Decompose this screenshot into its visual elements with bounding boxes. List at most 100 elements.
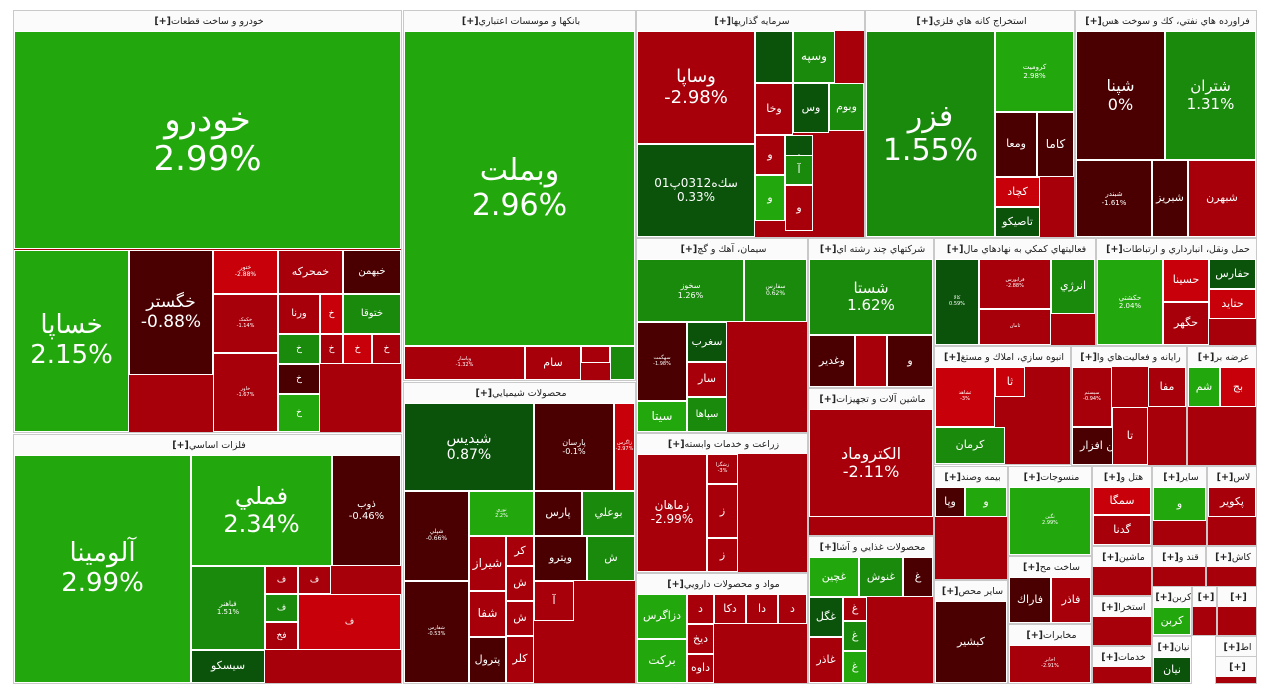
stock-tile-و[interactable]: و [887,335,933,387]
expand-button[interactable]: [+] [1023,471,1041,483]
stock-tile-شپنا[interactable]: شپنا 0% [1076,31,1165,160]
stock-tile-حسينا[interactable]: حسينا [1163,259,1209,302]
stock-tile-ف[interactable]: ف [298,594,401,650]
stock-tile-سفارس[interactable]: سفارس 0.62% [744,259,807,322]
expand-button[interactable]: [+] [1103,471,1121,483]
sector-header[interactable]: ساير [+] [1153,467,1206,488]
expand-button[interactable]: [+] [1085,15,1102,27]
expand-button[interactable]: [+] [1163,471,1180,483]
stock-tile-د[interactable]: د [778,594,807,624]
stock-tile-پارسان[interactable]: پارسان -0.1% [534,403,614,491]
sector-header[interactable]: فعاليتهاي كمكي به نهادهاي مال [+] [935,239,1095,260]
sector-header[interactable]: منسوجات [+] [1009,467,1091,488]
stock-tile-خ[interactable]: خ [278,334,320,364]
stock-tile-سار[interactable]: سار [687,362,727,397]
stock-tile-دكا[interactable]: دكا [714,594,746,624]
expand-button[interactable]: [+] [1157,641,1175,653]
stock-tile-پارس[interactable]: پارس [534,491,582,536]
sector-header[interactable]: كربن [+] [1153,587,1191,608]
expand-button[interactable]: [+] [819,541,837,553]
stock-tile-نوري[interactable]: نوري 2.2% [469,491,534,536]
stock-tile-ثامان[interactable]: ثامان [979,309,1051,345]
sector-header[interactable]: استخرا [+] [1093,597,1151,618]
expand-button[interactable]: [+] [916,15,934,27]
stock-tile-نگين[interactable]: نگين 2.99% [1009,487,1091,555]
expand-button[interactable]: [+] [1215,551,1232,563]
stock-tile-كربن[interactable]: كربن [1153,607,1191,635]
stock-tile-کچاد[interactable]: کچاد [995,177,1040,207]
expand-button[interactable]: [+] [1223,641,1241,653]
stock-tile-سام[interactable]: سام [525,346,581,380]
stock-tile-غ[interactable]: غ [843,651,867,683]
stock-tile-غگل[interactable]: غگل [809,597,843,637]
stock-tile-ديخ[interactable]: ديخ [687,624,714,654]
stock-tile-ثا[interactable]: ثا [995,367,1025,397]
stock-tile-انرژي[interactable]: انرژي [1051,259,1095,314]
stock-tile-بج[interactable]: بج [1220,367,1256,407]
stock-tile-مفا[interactable]: مفا [1148,367,1186,407]
expand-button[interactable]: [+] [154,15,171,27]
stock-tile-خودرو[interactable]: خودرو 2.99% [14,31,401,249]
stock-tile-داوه[interactable]: داوه [687,654,714,683]
expand-button[interactable]: [+] [172,439,189,451]
stock-tile-ومعا[interactable]: ومعا [995,112,1037,177]
stock-tile-وبملت[interactable]: وبملت 2.96% [404,31,635,346]
expand-button[interactable]: [+] [461,15,479,27]
stock-tile-آ[interactable]: آ [785,155,813,185]
stock-tile-نيان[interactable]: نيان [1153,657,1191,683]
stock-tile-تاصيكو[interactable]: تاصيكو [995,207,1040,237]
stock-tile-غ[interactable]: غ [903,557,933,597]
stock-tile-پترول[interactable]: پترول [469,637,506,683]
stock-tile-زماهان[interactable]: زماهان -2.99% [637,454,707,572]
stock-tile-دا[interactable]: دا [746,594,778,624]
sector-header[interactable]: انبوه سازي، املاك و مستغ [+] [935,347,1070,368]
stock-tile-ورنا[interactable]: ورنا [278,294,320,334]
stock-tile-tile[interactable] [755,31,793,83]
sector-header[interactable]: [+] [1216,657,1256,678]
sector-header[interactable]: حمل ونقل، انبارداري و ارتباطات [+] [1097,239,1256,260]
sector-header[interactable]: قند و [+] [1153,547,1205,568]
stock-tile-ز[interactable]: ز [707,484,738,538]
stock-tile-کلر[interactable]: کلر [506,636,534,683]
stock-tile-ز[interactable]: ز [707,538,738,572]
stock-tile-شبندر[interactable]: شبندر -1.61% [1076,160,1152,237]
stock-tile-سيسكو[interactable]: سيسكو [191,650,265,683]
expand-button[interactable]: [+] [1023,561,1040,573]
stock-tile-و[interactable]: و [965,487,1007,517]
expand-button[interactable]: [+] [944,471,962,483]
stock-tile-سخوز[interactable]: سخوز 1.26% [637,259,744,322]
sector-header[interactable]: عرضه بر [+] [1188,347,1256,368]
stock-tile-وساپا[interactable]: وساپا -2.98% [637,31,755,144]
sector-header[interactable]: مخابرات [+] [1009,625,1091,646]
sector-header[interactable]: بيمه وصند [+] [935,467,1007,488]
sector-header[interactable]: استخراج كانه هاي فلزي [+] [866,11,1074,32]
stock-tile-خساپا[interactable]: خساپا 2.15% [14,250,129,432]
sector-header[interactable]: سيمان، آهك و گچ [+] [637,239,807,260]
stock-tile-آ[interactable]: آ [534,581,574,621]
stock-tile-خ[interactable]: خ [278,394,320,432]
stock-tile-شفارس[interactable]: شفارس -0.53% [404,581,469,683]
stock-tile-سمگا[interactable]: سمگا [1093,487,1151,515]
stock-tile-سپاها[interactable]: سپاها [687,397,727,432]
stock-tile-غچين[interactable]: غچين [809,557,859,597]
expand-button[interactable]: [+] [1229,661,1246,673]
stock-tile-ثشاهد[interactable]: ثشاهد -3% [935,367,995,427]
stock-tile-د[interactable]: د [687,594,714,624]
stock-tile-سيتا[interactable]: سيتا [637,401,687,432]
stock-tile-tile[interactable] [581,346,610,363]
stock-tile-تا[interactable]: تا [1112,407,1148,465]
stock-tile-ذوب[interactable]: ذوب -0.46% [332,455,401,566]
stock-tile-وپا[interactable]: وپا [935,487,965,517]
expand-button[interactable]: [+] [1080,351,1097,363]
sector-header[interactable]: مواد و محصولات دارويي [+] [637,574,807,595]
expand-button[interactable]: [+] [941,585,959,597]
sector-header[interactable]: بانكها و موسسات اعتباري [+] [404,11,635,32]
sector-header[interactable]: ماشين آلات و تجهيزات [+] [809,389,933,410]
stock-tile-شبريز[interactable]: شبريز [1152,160,1188,237]
stock-tile-فباهنر[interactable]: فباهنر 1.51% [191,566,265,650]
stock-tile-tile[interactable] [610,346,635,380]
stock-tile-كبشير[interactable]: كبشير [935,601,1007,683]
expand-button[interactable]: [+] [1155,591,1172,603]
stock-tile-كرمان[interactable]: كرمان [935,427,1005,464]
stock-tile-فاذر[interactable]: فاذر [1051,577,1091,623]
